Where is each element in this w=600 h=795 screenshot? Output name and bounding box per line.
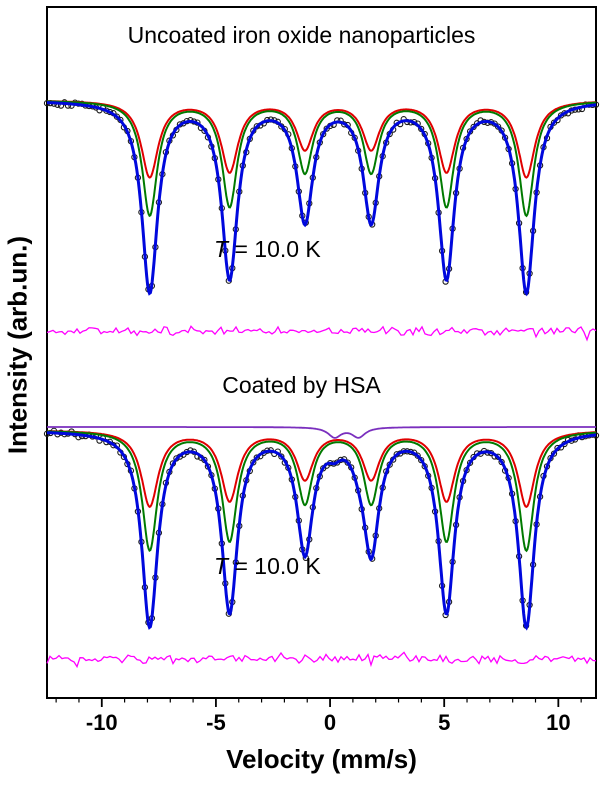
temperature-annotation-uncoated: T = 10.0 K (214, 236, 321, 263)
temperature-symbol: T (214, 553, 229, 579)
panel-title-coated: Coated by HSA (222, 372, 381, 398)
total-fit-line-uncoated (47, 101, 597, 297)
fit-line-sextet-B-uncoated (47, 100, 597, 218)
fit-line-sextet-A-coated-hsa (47, 430, 596, 508)
temperature-value: = 10.0 K (228, 553, 321, 579)
x-tick-label: 5 (438, 710, 450, 735)
x-tick-label: 0 (324, 710, 336, 735)
x-tick-label: 10 (546, 710, 570, 735)
x-tick-label: -10 (86, 710, 118, 735)
x-tick-label: -5 (206, 710, 226, 735)
y-axis-title: Intensity (arb.un.) (2, 235, 33, 455)
temperature-annotation-coated: T = 10.0 K (214, 553, 321, 580)
residual-line-uncoated (46, 325, 597, 342)
residual-line-coated-hsa (46, 651, 597, 669)
fit-line-sextet-B-coated-hsa (46, 430, 597, 553)
total-fit-line-coated-hsa (46, 431, 597, 631)
temperature-symbol: T (214, 236, 229, 262)
plot-frame (46, 6, 597, 699)
x-axis-title: Velocity (mm/s) (226, 744, 417, 774)
fit-line-sextet-A-uncoated (47, 100, 597, 179)
temperature-value: = 10.0 K (228, 236, 321, 262)
fit-line-doublet-coated-hsa (47, 426, 596, 439)
panel-title-uncoated: Uncoated iron oxide nanoparticles (127, 22, 476, 48)
